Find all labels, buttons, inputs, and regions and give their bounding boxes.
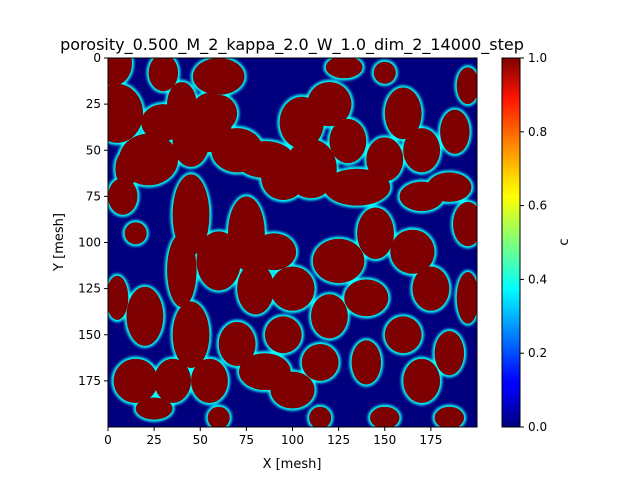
- phase-high-domain: [325, 58, 363, 79]
- y-tick-label: 0: [93, 51, 101, 65]
- phase-high-domain: [108, 177, 138, 215]
- phase-high-domain: [172, 301, 210, 368]
- x-tick-label: 175: [419, 433, 442, 447]
- phase-domains: [108, 58, 477, 427]
- phase-high-domain: [344, 279, 389, 317]
- phase-high-domain: [301, 343, 339, 381]
- phase-high-domain: [307, 81, 352, 127]
- phase-high-domain: [108, 275, 129, 320]
- phase-high-domain: [237, 262, 275, 315]
- phase-high-domain: [191, 358, 228, 404]
- colorbar-tick-label: 0.6: [528, 199, 547, 213]
- phase-high-domain: [192, 58, 245, 95]
- phase-high-domain: [309, 406, 332, 427]
- phase-high-domain: [373, 61, 396, 84]
- phase-high-domain: [126, 286, 164, 346]
- phase-high-domain: [329, 118, 367, 164]
- phase-high-domain: [148, 58, 179, 92]
- phase-high-domain: [135, 397, 173, 420]
- phase-high-domain: [412, 266, 450, 311]
- colorbar-tick-label: 0.4: [528, 272, 547, 286]
- phase-high-domain: [218, 321, 256, 367]
- colorbar-gradient: [501, 57, 521, 428]
- y-tick-label: 75: [86, 189, 101, 203]
- phase-high-domain: [434, 406, 465, 427]
- y-axis-label: Y [mesh]: [52, 213, 67, 272]
- phase-high-domain: [108, 58, 132, 86]
- phase-high-domain: [270, 371, 315, 409]
- x-tick-label: 75: [239, 433, 254, 447]
- y-axis-ticks: 0 25 50 75 100 125 150 175: [78, 51, 108, 388]
- phase-high-domain: [427, 172, 472, 202]
- x-tick-label: 25: [146, 433, 161, 447]
- phase-high-domain: [312, 238, 365, 284]
- phase-high-domain: [167, 233, 197, 308]
- x-tick-label: 0: [104, 433, 112, 447]
- phase-high-domain: [115, 150, 138, 188]
- phase-high-domain: [200, 94, 238, 132]
- y-tick-label: 50: [86, 143, 101, 157]
- phase-high-domain: [154, 358, 192, 404]
- x-tick-label: 150: [373, 433, 396, 447]
- colorbar-tick-label: 0.0: [528, 420, 547, 434]
- phase-high-domain: [366, 137, 404, 182]
- x-axis-ticks: 0 25 50 75 100 125 150 175: [104, 427, 442, 447]
- phase-high-domain: [285, 139, 337, 199]
- x-tick-label: 125: [327, 433, 350, 447]
- phase-high-domain: [113, 358, 158, 404]
- colorbar-ticks: 0.0 0.2 0.4 0.6 0.8 1.0: [520, 51, 547, 434]
- phase-high-domain: [323, 168, 391, 206]
- y-tick-label: 150: [78, 328, 101, 342]
- phase-high-domain: [403, 358, 441, 404]
- colorbar-tick-label: 0.8: [528, 125, 547, 139]
- phase-high-domain: [456, 272, 477, 324]
- colorbar-tick-label: 1.0: [528, 51, 547, 65]
- colorbar-tick-label: 0.2: [528, 346, 547, 360]
- phase-high-domain: [384, 87, 422, 140]
- phase-high-domain: [403, 128, 441, 173]
- phase-high-domain: [270, 266, 315, 311]
- colorbar-label: c: [557, 238, 572, 245]
- phase-high-layer: [108, 58, 477, 427]
- phase-high-domain: [384, 316, 422, 354]
- y-tick-label: 100: [78, 236, 101, 250]
- phase-high-domain: [108, 83, 144, 143]
- phase-high-domain: [251, 233, 297, 271]
- phase-high-domain: [369, 406, 400, 427]
- y-tick-label: 25: [86, 97, 101, 111]
- x-axis-label: X [mesh]: [263, 457, 322, 472]
- phase-high-domain: [357, 207, 394, 260]
- colorbar: 0.0 0.2 0.4 0.6 0.8 1.0 c: [501, 51, 572, 434]
- phase-high-domain: [456, 67, 477, 105]
- phase-high-domain: [310, 294, 348, 339]
- plot-area: [108, 58, 477, 427]
- phase-high-domain: [440, 109, 470, 154]
- chart-title: porosity_0.500_M_2_kappa_2.0_W_1.0_dim_2…: [60, 35, 524, 55]
- y-tick-label: 125: [78, 282, 101, 296]
- phase-high-domain: [390, 229, 435, 274]
- phase-high-domain: [124, 222, 147, 245]
- phase-high-domain: [264, 316, 302, 354]
- phase-high-domain: [434, 331, 465, 376]
- phase-high-domain: [453, 201, 477, 247]
- x-tick-label: 50: [193, 433, 208, 447]
- y-tick-label: 175: [78, 374, 101, 388]
- x-tick-label: 100: [281, 433, 304, 447]
- phase-high-domain: [207, 406, 230, 427]
- phase-high-domain: [351, 340, 382, 385]
